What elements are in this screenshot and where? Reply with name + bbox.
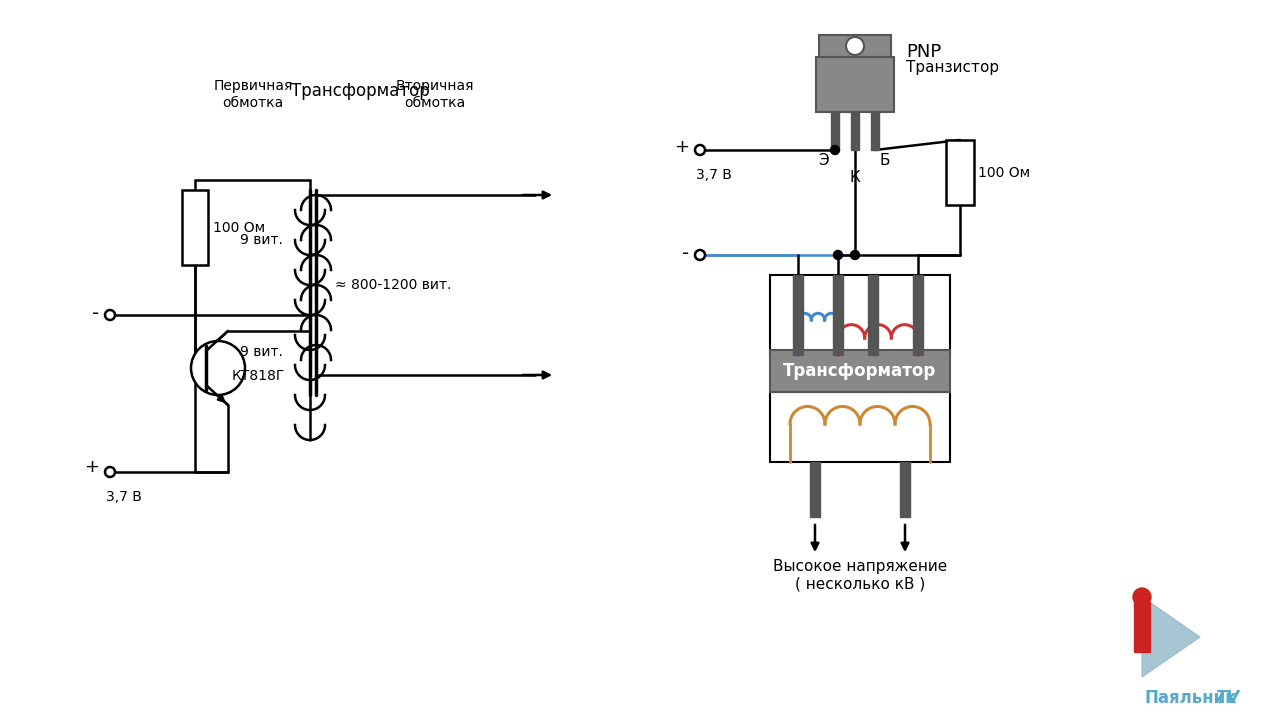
Bar: [771, 275, 950, 355]
Bar: [913, 275, 923, 355]
Text: 3,7 В: 3,7 В: [696, 168, 732, 182]
Bar: [833, 275, 844, 355]
Text: ≈ 800-1200 вит.: ≈ 800-1200 вит.: [335, 278, 452, 292]
Text: Б: Б: [879, 153, 891, 168]
Text: КТ818Г: КТ818Г: [232, 369, 285, 383]
Bar: [851, 112, 859, 150]
Text: -: -: [92, 304, 100, 323]
Text: 100 Ом: 100 Ом: [212, 220, 265, 235]
Bar: [771, 350, 950, 392]
Circle shape: [1133, 588, 1151, 606]
Circle shape: [846, 37, 864, 55]
Bar: [182, 190, 209, 265]
Text: 100 Ом: 100 Ом: [978, 166, 1030, 179]
Circle shape: [695, 145, 705, 155]
Bar: [946, 140, 974, 205]
Text: К: К: [850, 170, 860, 185]
Text: 9 вит.: 9 вит.: [241, 233, 283, 247]
Bar: [900, 462, 910, 517]
Text: Э: Э: [818, 153, 829, 168]
Text: Трансформатор: Трансформатор: [783, 362, 937, 380]
Circle shape: [833, 251, 842, 259]
Bar: [819, 35, 891, 57]
Text: +: +: [84, 458, 100, 476]
Circle shape: [695, 250, 705, 260]
Bar: [817, 57, 893, 112]
Bar: [810, 462, 820, 517]
Circle shape: [105, 310, 115, 320]
Text: TV: TV: [1215, 689, 1239, 707]
Text: Вторичная
обмотка: Вторичная обмотка: [396, 78, 475, 110]
Bar: [1134, 602, 1149, 652]
Bar: [870, 112, 879, 150]
Text: -: -: [682, 243, 690, 263]
Text: 9 вит.: 9 вит.: [241, 345, 283, 359]
Text: +: +: [675, 138, 690, 156]
Bar: [831, 112, 838, 150]
Bar: [771, 392, 950, 462]
Text: 3,7 В: 3,7 В: [106, 490, 142, 504]
Text: Высокое напряжение
( несколько кВ ): Высокое напряжение ( несколько кВ ): [773, 559, 947, 591]
Text: Транзистор: Транзистор: [906, 60, 1000, 75]
Text: PNP: PNP: [906, 43, 941, 61]
Polygon shape: [1142, 597, 1199, 677]
Circle shape: [850, 251, 859, 259]
Text: Трансформатор: Трансформатор: [291, 82, 429, 100]
Circle shape: [105, 467, 115, 477]
Circle shape: [831, 145, 840, 155]
Text: Паяльник: Паяльник: [1146, 689, 1238, 707]
Bar: [794, 275, 803, 355]
Circle shape: [191, 341, 244, 395]
Text: Первичная
обмотка: Первичная обмотка: [214, 78, 293, 110]
Bar: [868, 275, 878, 355]
